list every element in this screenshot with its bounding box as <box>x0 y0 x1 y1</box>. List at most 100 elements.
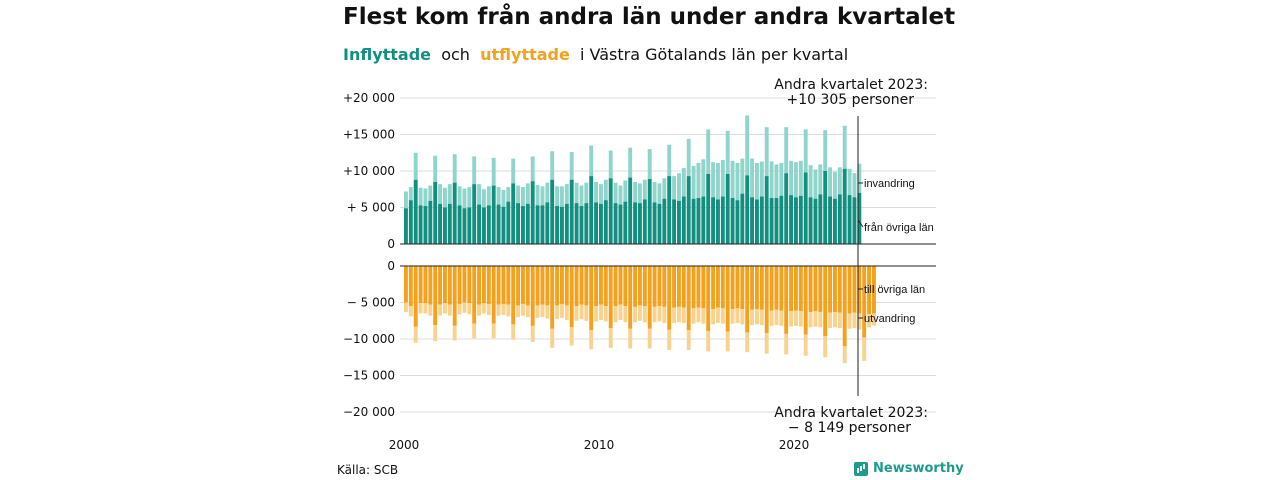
bar-till-ovriga-lan <box>779 266 784 311</box>
bar-invandring <box>642 179 647 200</box>
bar-utvandring <box>477 304 482 316</box>
bar-till-ovriga-lan <box>482 266 486 304</box>
bar-till-ovriga-lan <box>750 266 755 310</box>
bar-utvandring <box>725 331 730 352</box>
y-tick-label-top: +15 000 <box>343 128 395 142</box>
bar-fran-ovriga-lan <box>447 203 452 244</box>
bar-invandring <box>847 168 852 196</box>
bar-invandring <box>462 188 467 209</box>
bar-till-ovriga-lan <box>837 266 842 313</box>
bar-fran-ovriga-lan <box>701 196 706 244</box>
bar-utvandring <box>847 313 852 329</box>
bar-invandring <box>720 160 725 197</box>
bar-invandring <box>677 173 681 201</box>
bar-invandring <box>808 165 813 198</box>
bar-invandring <box>798 160 803 196</box>
bar-invandring <box>857 163 862 193</box>
axis-ticks: +20 000 +15 000 +10 000 + 5 000 0 0 − 5 000 −10… <box>343 91 809 452</box>
bar-till-ovriga-lan <box>828 266 833 313</box>
bar-fran-ovriga-lan <box>516 203 521 244</box>
bar-utvandring <box>608 328 613 348</box>
bar-invandring <box>769 161 774 199</box>
bar-fran-ovriga-lan <box>530 181 535 244</box>
bar-fran-ovriga-lan <box>443 207 447 244</box>
bar-invandring <box>696 162 701 199</box>
bar-till-ovriga-lan <box>555 266 560 306</box>
bar-utvandring <box>550 328 555 348</box>
bar-fran-ovriga-lan <box>457 205 462 244</box>
bar-invandring <box>584 182 589 204</box>
bar-utvandring <box>452 325 457 341</box>
x-tick-label: 2020 <box>779 438 810 452</box>
bar-utvandring <box>516 305 521 318</box>
bar-invandring <box>711 162 716 198</box>
bar-fran-ovriga-lan <box>696 198 701 244</box>
bar-invandring <box>540 186 545 206</box>
bar-fran-ovriga-lan <box>535 205 540 244</box>
bar-utvandring <box>418 303 423 314</box>
bar-invandring <box>525 183 530 204</box>
x-tick-label: 2010 <box>584 438 615 452</box>
annotation-top-line2: +10 305 personer <box>786 92 914 108</box>
bar-utvandring <box>594 306 599 322</box>
bar-invandring <box>628 147 633 178</box>
x-tick-label: 2000 <box>389 438 420 452</box>
label-connector-fran <box>857 219 864 228</box>
bar-utvandring <box>501 303 506 315</box>
bar-fran-ovriga-lan <box>613 203 618 244</box>
bar-till-ovriga-lan <box>516 266 521 306</box>
bar-utvandring <box>686 330 691 350</box>
bar-invandring <box>779 162 784 196</box>
bar-invandring <box>457 186 462 206</box>
bar-utvandring <box>467 303 472 315</box>
bar-utvandring <box>482 303 486 314</box>
bar-till-ovriga-lan <box>813 266 818 312</box>
bar-till-ovriga-lan <box>745 266 750 333</box>
bar-till-ovriga-lan <box>720 266 725 309</box>
bar-utvandring <box>511 324 516 340</box>
bar-fran-ovriga-lan <box>828 196 833 244</box>
bar-utvandring <box>784 333 789 355</box>
bar-fran-ovriga-lan <box>433 181 438 244</box>
bar-invandring <box>428 185 433 201</box>
bar-utvandring <box>735 308 740 323</box>
bar-invandring <box>413 152 418 180</box>
bar-utvandring <box>652 306 657 323</box>
bar-utvandring <box>764 333 769 354</box>
bar-till-ovriga-lan <box>486 266 491 304</box>
bar-till-ovriga-lan <box>706 266 711 331</box>
chart-subtitle: Inflyttade och utflyttade i Västra Götal… <box>343 45 848 64</box>
bar-invandring <box>433 155 438 182</box>
bar-utvandring <box>521 303 525 316</box>
bar-fran-ovriga-lan <box>823 171 828 244</box>
bar-till-ovriga-lan <box>681 266 686 308</box>
y-tick-label-bottom: 0 <box>387 259 395 273</box>
bar-fran-ovriga-lan <box>506 201 511 244</box>
chart-bars-icon <box>854 461 868 476</box>
bar-till-ovriga-lan <box>759 266 764 310</box>
bar-till-ovriga-lan <box>408 266 413 307</box>
bar-till-ovriga-lan <box>540 266 545 305</box>
bar-invandring <box>716 162 720 200</box>
bar-fran-ovriga-lan <box>750 197 755 244</box>
bar-fran-ovriga-lan <box>555 206 560 244</box>
bar-invandring <box>638 183 642 204</box>
bar-till-ovriga-lan <box>530 266 535 326</box>
bar-utvandring <box>613 306 618 323</box>
outflow-bars <box>404 266 876 364</box>
y-tick-label-bottom: −20 000 <box>343 405 395 419</box>
bar-utvandring <box>798 311 803 327</box>
bar-fran-ovriga-lan <box>477 204 482 244</box>
bar-till-ovriga-lan <box>862 266 867 338</box>
bar-invandring <box>657 183 662 204</box>
bar-utvandring <box>730 309 735 324</box>
bar-fran-ovriga-lan <box>686 176 691 244</box>
bar-utvandring <box>857 313 862 330</box>
bar-till-ovriga-lan <box>447 266 452 305</box>
bar-utvandring <box>486 303 491 315</box>
bar-till-ovriga-lan <box>467 266 472 304</box>
bar-utvandring <box>779 310 784 326</box>
bar-utvandring <box>618 304 623 321</box>
bar-utvandring <box>564 305 569 321</box>
